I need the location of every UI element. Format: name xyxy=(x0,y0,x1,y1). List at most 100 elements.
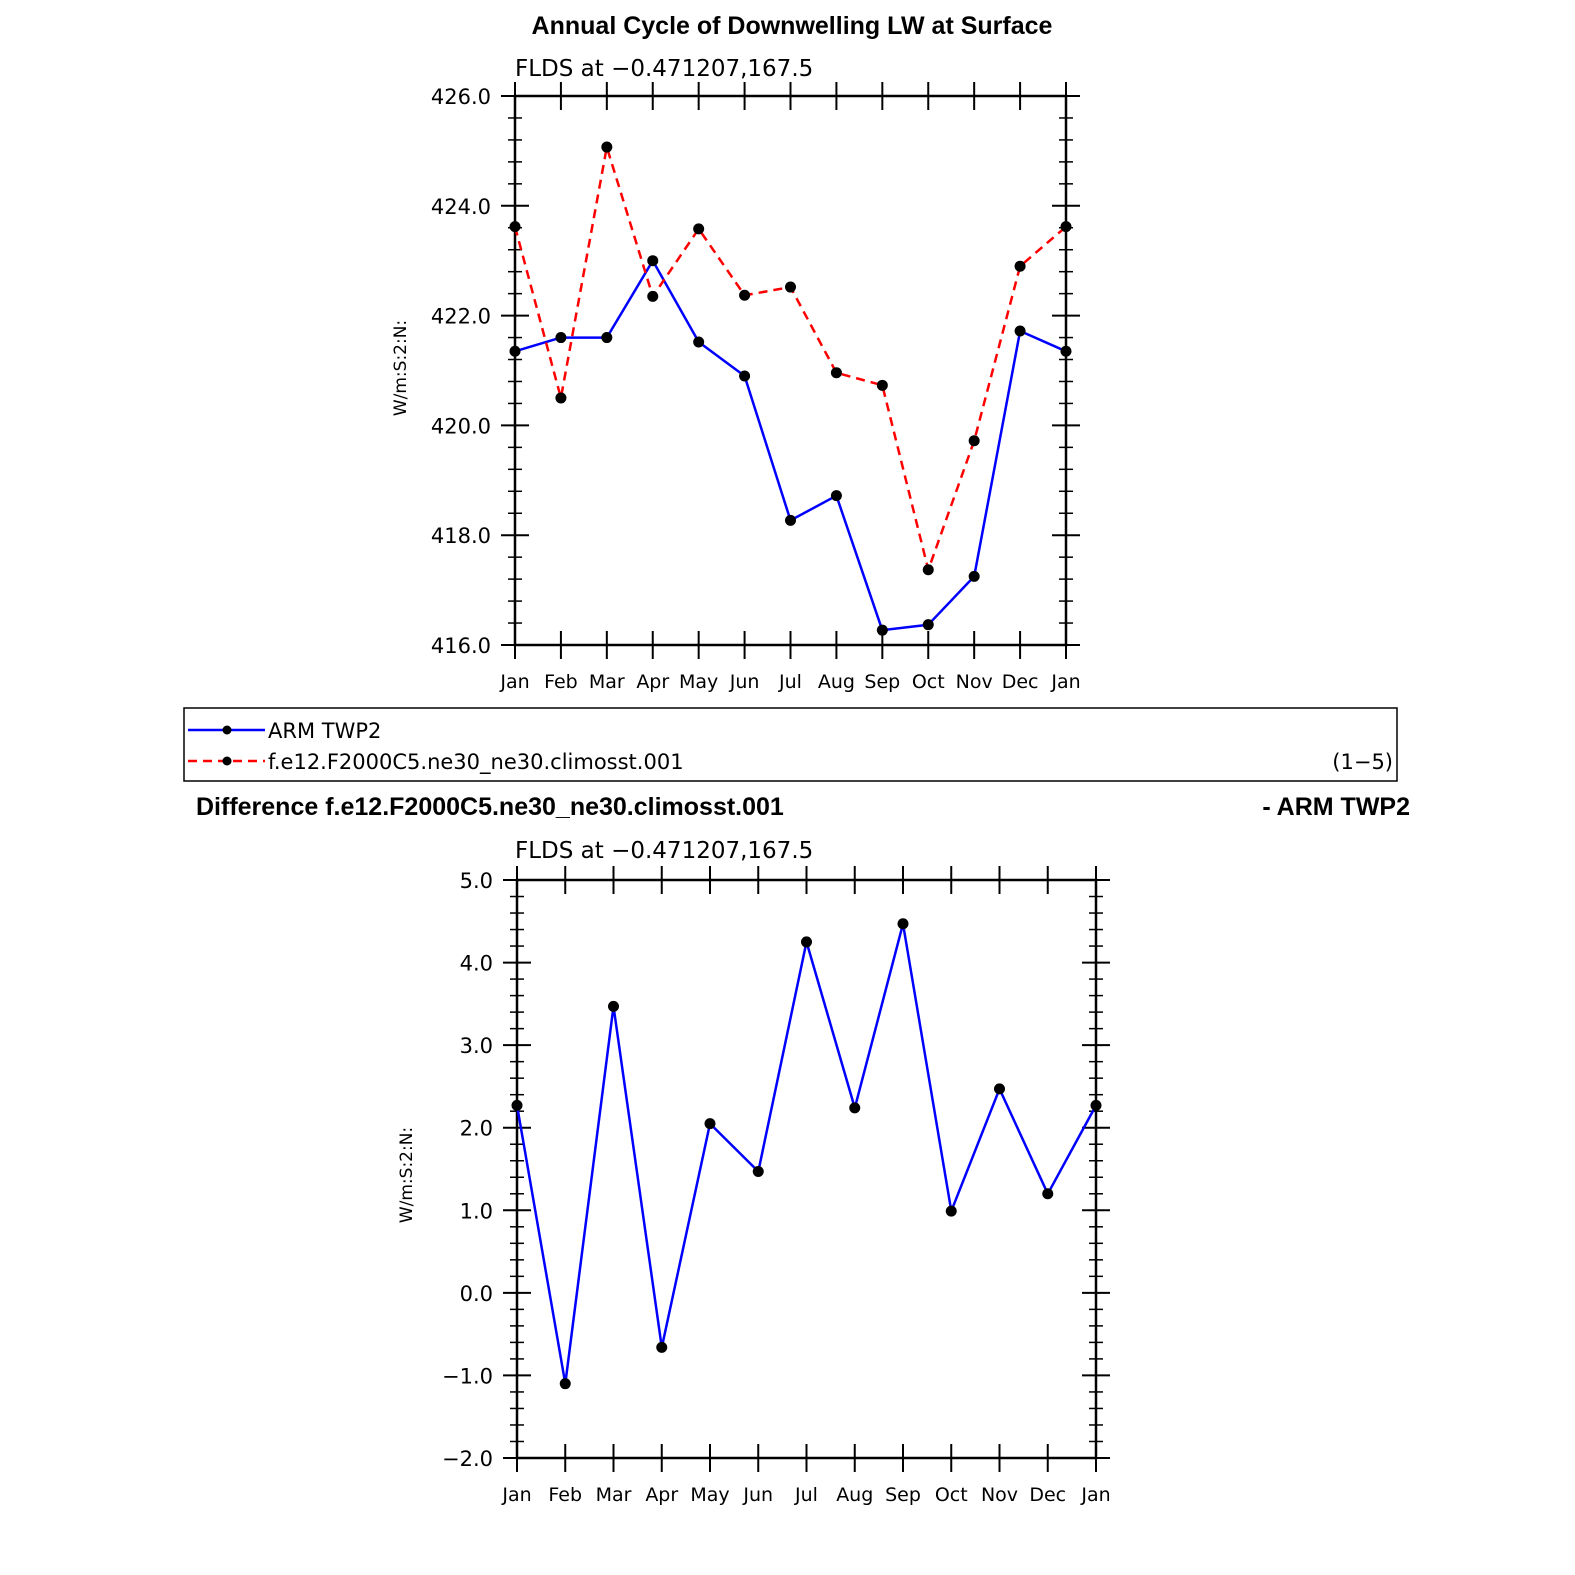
chart1-subtitle: FLDS at −0.471207,167.5 xyxy=(515,56,813,82)
chart2-xtick-label: Feb xyxy=(548,1484,582,1506)
chart2-xtick-label: May xyxy=(690,1484,729,1506)
chart1-title: Annual Cycle of Downwelling LW at Surfac… xyxy=(532,12,1053,40)
chart2-xtick-label: Jan xyxy=(1080,1484,1110,1506)
chart1-xtick-label: Jul xyxy=(778,671,802,693)
legend: ARM TWP2 f.e12.F2000C5.ne30_ne30.climoss… xyxy=(183,707,1398,782)
chart1-series-1-point xyxy=(555,332,567,344)
chart2-series-1-point xyxy=(1090,1099,1102,1111)
chart1-series-2-point xyxy=(555,392,567,404)
chart2-xtick-label: Mar xyxy=(596,1484,632,1506)
chart1-series-1-point xyxy=(739,370,751,382)
chart1-series-1-point xyxy=(1014,325,1026,337)
legend-marker-series-2 xyxy=(222,756,232,766)
chart1-series-1-point xyxy=(509,345,521,357)
chart1-ytick-label: 420.0 xyxy=(431,414,491,438)
chart1-series-1-point xyxy=(647,255,659,267)
chart2-series-1-point xyxy=(849,1102,861,1114)
chart1-series-2-point xyxy=(876,379,888,391)
chart1-series-2-point xyxy=(830,367,842,379)
chart2-subtitle: FLDS at −0.471207,167.5 xyxy=(515,838,813,864)
chart1-xtick-label: Sep xyxy=(864,671,900,693)
chart2-xtick-label: Nov xyxy=(981,1484,1018,1506)
chart1-series-2-point xyxy=(1060,221,1072,233)
chart2-title-left: Difference f.e12.F2000C5.ne30_ne30.climo… xyxy=(196,793,784,821)
chart1-series-1-point xyxy=(693,336,705,348)
chart1-series-1-point xyxy=(601,332,613,344)
chart1-xtick-label: Jan xyxy=(499,671,529,693)
chart1-series-2-point xyxy=(601,141,613,153)
chart2-xtick-label: Aug xyxy=(836,1484,873,1506)
chart1-ytick-label: 424.0 xyxy=(431,195,491,219)
chart1-series-1-point xyxy=(1060,345,1072,357)
chart2-xtick-label: Jul xyxy=(794,1484,818,1506)
chart1-series-1-point xyxy=(922,619,934,631)
chart2-series-1-point xyxy=(704,1118,716,1130)
chart1-series-1-line xyxy=(514,259,1067,632)
chart2-series-1-point xyxy=(559,1378,571,1390)
chart2-series-1-line xyxy=(515,922,1098,1385)
chart1-xtick-label: Jan xyxy=(1050,671,1080,693)
chart2-ytick-label: 2.0 xyxy=(460,1117,493,1141)
chart2-ytick-label: 0.0 xyxy=(460,1282,493,1306)
chart1-frame xyxy=(513,94,1068,647)
chart2-series-1-point xyxy=(897,918,909,930)
chart2-title-right: - ARM TWP2 xyxy=(1262,793,1410,821)
chart1-series-1-point xyxy=(785,514,796,526)
chart1-xtick-label: Aug xyxy=(818,671,855,693)
chart1-xtick-label: May xyxy=(679,671,718,693)
chart1-xtick-label: Apr xyxy=(636,671,669,693)
chart2-xtick-label: Apr xyxy=(645,1484,678,1506)
chart1-xtick-label: Nov xyxy=(956,671,993,693)
legend-note: (1−5) xyxy=(1332,750,1393,774)
chart1-series-2-point xyxy=(693,223,705,235)
chart2-ytick-label: 4.0 xyxy=(460,952,493,976)
legend-label-series-1: ARM TWP2 xyxy=(268,719,381,743)
chart1-xtick-label: Dec xyxy=(1002,671,1039,693)
chart1-ytick-label: 418.0 xyxy=(431,524,491,548)
chart2-series-1-point xyxy=(945,1205,957,1217)
chart1-xtick-label: Feb xyxy=(544,671,578,693)
chart2-ytick-label: 1.0 xyxy=(460,1199,493,1223)
chart2-plot: −2.0 −1.0 0.0 1.0 2.0 3.0 4.0 5.0 Jan Feb Mar Apr Ma… xyxy=(442,866,1111,1506)
chart1-plot: 416.0 418.0 420.0 422.0 424.0 426.0 Jan Feb Mar A… xyxy=(431,82,1081,693)
chart1-series-1-point xyxy=(968,570,980,582)
chart2-ytick-label: 3.0 xyxy=(460,1034,493,1058)
chart2-series-1-point xyxy=(511,1099,523,1111)
chart1-xtick-label: Oct xyxy=(912,671,945,693)
chart2-ylabel: W/m:S:2:N: xyxy=(397,1127,417,1223)
chart2-xtick-label: Oct xyxy=(935,1484,968,1506)
chart1-xtick-label: Mar xyxy=(589,671,625,693)
chart1-series-1-point xyxy=(876,624,888,636)
chart2-series-1-point xyxy=(752,1165,764,1177)
chart2-series-1-point xyxy=(608,1000,619,1012)
chart1-series-2-point xyxy=(509,221,521,233)
chart1-xtick-label: Jun xyxy=(729,671,760,693)
chart2-series-1-point xyxy=(801,936,812,948)
chart2-series-1-point xyxy=(1042,1188,1054,1200)
chart1-series-1-point xyxy=(830,490,842,502)
chart2-ytick-label: −2.0 xyxy=(442,1447,493,1471)
chart1-ylabel: W/m:S:2:N: xyxy=(391,320,411,416)
legend-label-series-2: f.e12.F2000C5.ne30_ne30.climosst.001 xyxy=(268,750,684,775)
chart1-series-2-point xyxy=(968,435,980,447)
chart2-series-1-point xyxy=(994,1083,1005,1095)
chart2-xtick-label: Jan xyxy=(501,1484,531,1506)
chart1-ytick-label: 416.0 xyxy=(431,634,491,658)
chart2-xtick-label: Dec xyxy=(1029,1484,1066,1506)
chart2-xtick-label: Sep xyxy=(885,1484,921,1506)
chart1-series-2-point xyxy=(647,290,659,302)
chart2-xtick-label: Jun xyxy=(742,1484,773,1506)
chart2-ytick-label: −1.0 xyxy=(442,1364,493,1388)
chart1-ytick-label: 422.0 xyxy=(431,305,491,329)
chart1-series-2-point xyxy=(785,281,796,293)
chart1-series-2-line xyxy=(513,145,1067,572)
chart2-series-1-point xyxy=(656,1341,668,1353)
chart1-ytick-label: 426.0 xyxy=(431,85,491,109)
chart2-ytick-label: 5.0 xyxy=(460,869,493,893)
chart1-series-2-point xyxy=(922,564,934,576)
chart1-series-2-point xyxy=(1014,260,1026,272)
chart2-frame xyxy=(515,878,1098,1460)
legend-box xyxy=(183,707,1398,782)
chart1-series-2-point xyxy=(739,289,751,301)
